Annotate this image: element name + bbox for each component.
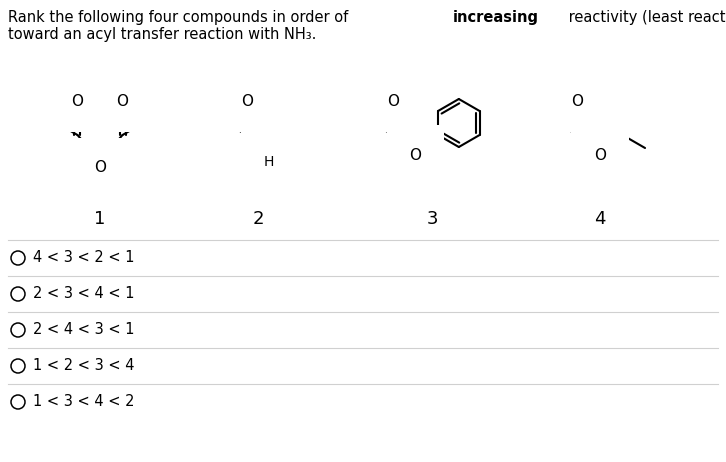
Text: 2 < 4 < 3 < 1: 2 < 4 < 3 < 1: [33, 322, 134, 338]
Text: 4 < 3 < 2 < 1: 4 < 3 < 2 < 1: [33, 250, 134, 266]
Text: 1: 1: [94, 210, 106, 228]
Text: 1 < 2 < 3 < 4: 1 < 2 < 3 < 4: [33, 359, 134, 373]
Text: N: N: [264, 141, 275, 157]
Text: H: H: [264, 155, 274, 169]
Text: 2: 2: [252, 210, 264, 228]
Text: O: O: [571, 95, 584, 109]
Text: O: O: [594, 147, 606, 163]
Text: Rank the following four compounds in order of: Rank the following four compounds in ord…: [8, 10, 353, 25]
Text: O: O: [387, 95, 399, 109]
Text: O: O: [94, 160, 106, 176]
Text: reactivity (least reactive to most reactive): reactivity (least reactive to most react…: [564, 10, 726, 25]
Text: O: O: [409, 147, 422, 163]
Text: O: O: [241, 95, 253, 109]
Text: 4: 4: [595, 210, 605, 228]
Text: 2 < 3 < 4 < 1: 2 < 3 < 4 < 1: [33, 286, 134, 302]
Text: 3: 3: [426, 210, 438, 228]
Text: increasing: increasing: [453, 10, 539, 25]
Text: toward an acyl transfer reaction with NH₃.: toward an acyl transfer reaction with NH…: [8, 27, 317, 42]
Text: O: O: [116, 95, 129, 109]
Text: 1 < 3 < 4 < 2: 1 < 3 < 4 < 2: [33, 395, 134, 409]
Text: O: O: [71, 95, 83, 109]
